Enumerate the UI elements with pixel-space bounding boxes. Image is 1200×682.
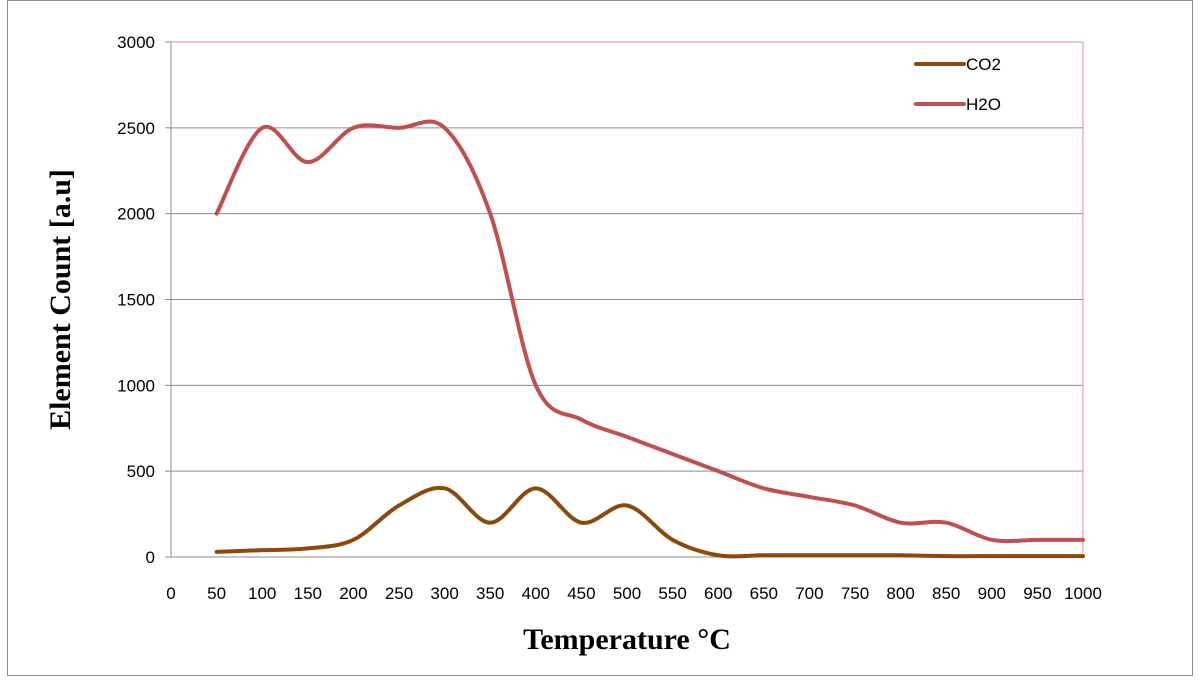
y-tick-label: 3000 [117,33,155,52]
x-tick-label: 500 [613,584,641,603]
x-tick-label: 300 [430,584,458,603]
series-lines [214,119,1085,559]
x-tick-label: 550 [658,584,686,603]
y-tick-label: 2500 [117,119,155,138]
x-tick-label: 50 [207,584,226,603]
y-tick-label: 500 [127,462,155,481]
series-line-co2 [214,485,1085,559]
series-line-h2o [214,119,1085,544]
x-tick-label: 400 [522,584,550,603]
gridlines [171,41,1083,558]
x-tick-label: 200 [339,584,367,603]
x-tick-label: 700 [795,584,823,603]
x-axis-ticks: 0 50 100 150 200 250 300 350 400 450 500 550 600 650 7… [166,584,1102,603]
x-tick-label: 1000 [1064,584,1102,603]
legend-label-h2o: H2O [966,95,1001,114]
x-tick-label: 650 [750,584,778,603]
y-tick-label: 0 [146,548,155,567]
y-tick-label: 1500 [117,291,155,310]
x-axis-title: Temperature °C [523,623,731,656]
legend: CO2 H2O [914,55,1001,114]
legend-label-co2: CO2 [966,55,1001,74]
x-tick-label: 850 [932,584,960,603]
y-axis-title: Element Count [a.u] [44,169,77,430]
x-tick-label: 600 [704,584,732,603]
x-tick-label: 750 [841,584,869,603]
x-tick-label: 100 [248,584,276,603]
x-tick-label: 900 [978,584,1006,603]
chart-frame: 0 500 1000 1500 2000 2500 3000 0 50 100 150 200 250… [7,0,1193,676]
x-tick-label: 450 [567,584,595,603]
line-chart: 0 500 1000 1500 2000 2500 3000 0 50 100 150 200 250… [44,33,1102,656]
x-tick-label: 800 [886,584,914,603]
x-tick-label: 150 [294,584,322,603]
x-tick-label: 950 [1023,584,1051,603]
x-tick-label: 0 [166,584,175,603]
y-axis-ticks: 0 500 1000 1500 2000 2500 3000 [117,33,171,567]
y-tick-label: 1000 [117,376,155,395]
y-tick-label: 2000 [117,205,155,224]
x-tick-label: 250 [385,584,413,603]
x-tick-label: 350 [476,584,504,603]
